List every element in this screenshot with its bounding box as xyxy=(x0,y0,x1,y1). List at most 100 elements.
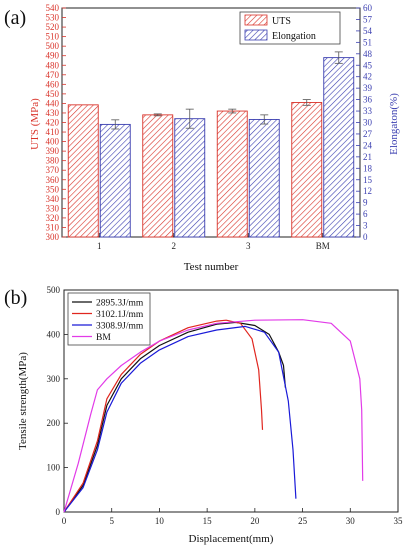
bar-uts xyxy=(142,114,174,238)
right-tick-label: 18 xyxy=(363,163,373,173)
left-tick-label: 520 xyxy=(46,22,60,32)
panel-b-frame xyxy=(63,289,399,513)
panel-a: (a) 300310320330340350360370380390400410… xyxy=(4,3,400,273)
panel-b-label: (b) xyxy=(4,287,27,309)
panel-a-label: (a) xyxy=(4,7,26,29)
x-tick-label: 2 xyxy=(172,241,177,251)
bar-uts xyxy=(67,104,99,238)
x-tick-label: 1 xyxy=(97,241,102,251)
panel-b-x-axis-title: Displacement(mm) xyxy=(189,533,274,545)
right-tick-label: 15 xyxy=(363,175,373,185)
right-tick-label: 9 xyxy=(363,198,368,208)
right-tick-label: 45 xyxy=(363,60,373,70)
y-tick-label: 400 xyxy=(47,329,61,339)
legend-label-2: 3308.9J/mm xyxy=(96,322,144,332)
left-tick-label: 430 xyxy=(46,108,60,118)
legend-swatch-uts xyxy=(244,14,268,26)
left-tick-label: 490 xyxy=(46,51,60,61)
bar-elongation xyxy=(323,57,355,238)
left-tick-label: 310 xyxy=(46,222,60,232)
right-tick-label: 0 xyxy=(363,232,368,242)
panel-b-y-axis-title: Tensile strength(MPa) xyxy=(17,352,29,450)
right-tick-label: 42 xyxy=(363,72,372,82)
panel-a-x-axis-title: Test number xyxy=(184,261,239,273)
left-tick-label: 370 xyxy=(46,165,60,175)
left-tick-label: 450 xyxy=(46,89,60,99)
left-tick-label: 410 xyxy=(46,127,60,137)
left-tick-label: 340 xyxy=(46,194,60,204)
line-series-3 xyxy=(63,319,364,513)
bar-elongation xyxy=(248,118,280,238)
right-tick-label: 57 xyxy=(363,14,373,24)
right-tick-label: 36 xyxy=(363,95,373,105)
panel-a-y-axis-title: UTS (MPa) xyxy=(29,98,41,150)
x-tick-label: BM xyxy=(316,241,330,251)
panel-b: (b) 0 100 200 300 400 500 0 5 10 15 20 25 30 35 Tens… xyxy=(4,285,403,545)
y-tick-label: 300 xyxy=(47,374,61,384)
right-tick-label: 33 xyxy=(363,106,373,116)
left-tick-label: 470 xyxy=(46,70,60,80)
left-tick-label: 400 xyxy=(46,137,60,147)
bar-uts xyxy=(216,110,248,238)
left-tick-label: 480 xyxy=(46,60,60,70)
left-tick-label: 540 xyxy=(46,3,60,13)
panel-b-x-axis: 0 5 10 15 20 25 30 35 xyxy=(62,508,403,526)
right-tick-label: 30 xyxy=(363,118,373,128)
y-tick-label: 0 xyxy=(56,507,61,517)
x-tick-label: 3 xyxy=(246,241,251,251)
legend-label-elongation: Elongation xyxy=(272,31,316,42)
right-tick-label: 39 xyxy=(363,83,373,93)
legend-label-3: BM xyxy=(96,333,111,343)
x-tick-label: 5 xyxy=(109,516,114,526)
left-tick-label: 350 xyxy=(46,184,60,194)
panel-b-y-axis: 0 100 200 300 400 500 xyxy=(47,285,68,517)
left-tick-label: 320 xyxy=(46,213,60,223)
left-tick-label: 460 xyxy=(46,79,60,89)
legend-swatch-elongation xyxy=(244,29,268,41)
line-series-2 xyxy=(63,325,297,513)
legend-label-uts: UTS xyxy=(272,16,291,27)
bar-uts xyxy=(291,102,323,238)
y-tick-label: 100 xyxy=(47,463,61,473)
left-tick-label: 500 xyxy=(46,41,60,51)
panel-a-bars xyxy=(67,51,355,238)
x-tick-label: 15 xyxy=(203,516,213,526)
right-tick-label: 21 xyxy=(363,152,372,162)
x-tick-label: 30 xyxy=(346,516,356,526)
panel-a-left-axis: 3003103203303403503603703803904004104204… xyxy=(46,3,66,242)
right-tick-label: 3 xyxy=(363,221,368,231)
y-tick-label: 500 xyxy=(47,285,61,295)
legend-label-1: 3102.1J/mm xyxy=(96,310,144,320)
line-series-0 xyxy=(63,321,286,513)
right-tick-label: 24 xyxy=(363,140,373,150)
x-tick-label: 10 xyxy=(155,516,165,526)
right-tick-label: 51 xyxy=(363,37,372,47)
right-tick-label: 48 xyxy=(363,49,373,59)
panel-b-lines xyxy=(63,319,364,513)
left-tick-label: 300 xyxy=(46,232,60,242)
left-tick-label: 380 xyxy=(46,156,60,166)
bar-elongation xyxy=(99,123,131,238)
legend-label-0: 2895.3J/mm xyxy=(96,299,144,309)
left-tick-label: 420 xyxy=(46,118,60,128)
panel-a-x-axis: 1 2 3 BM xyxy=(97,233,330,251)
x-tick-label: 20 xyxy=(250,516,260,526)
x-tick-label: 25 xyxy=(298,516,308,526)
right-tick-label: 54 xyxy=(363,26,373,36)
right-tick-label: 6 xyxy=(363,209,368,219)
left-tick-label: 440 xyxy=(46,98,60,108)
bar-elongation xyxy=(174,118,206,238)
left-tick-label: 530 xyxy=(46,13,60,23)
panel-a-legend: UTS Elongation xyxy=(239,11,341,45)
left-tick-label: 360 xyxy=(46,175,60,185)
right-tick-label: 12 xyxy=(363,186,372,196)
right-tick-label: 27 xyxy=(363,129,373,139)
left-tick-label: 390 xyxy=(46,146,60,156)
panel-a-y2-axis-title: Elongaton(%) xyxy=(388,93,400,155)
right-tick-label: 60 xyxy=(363,3,373,13)
x-tick-label: 35 xyxy=(394,516,404,526)
x-tick-label: 0 xyxy=(62,516,67,526)
